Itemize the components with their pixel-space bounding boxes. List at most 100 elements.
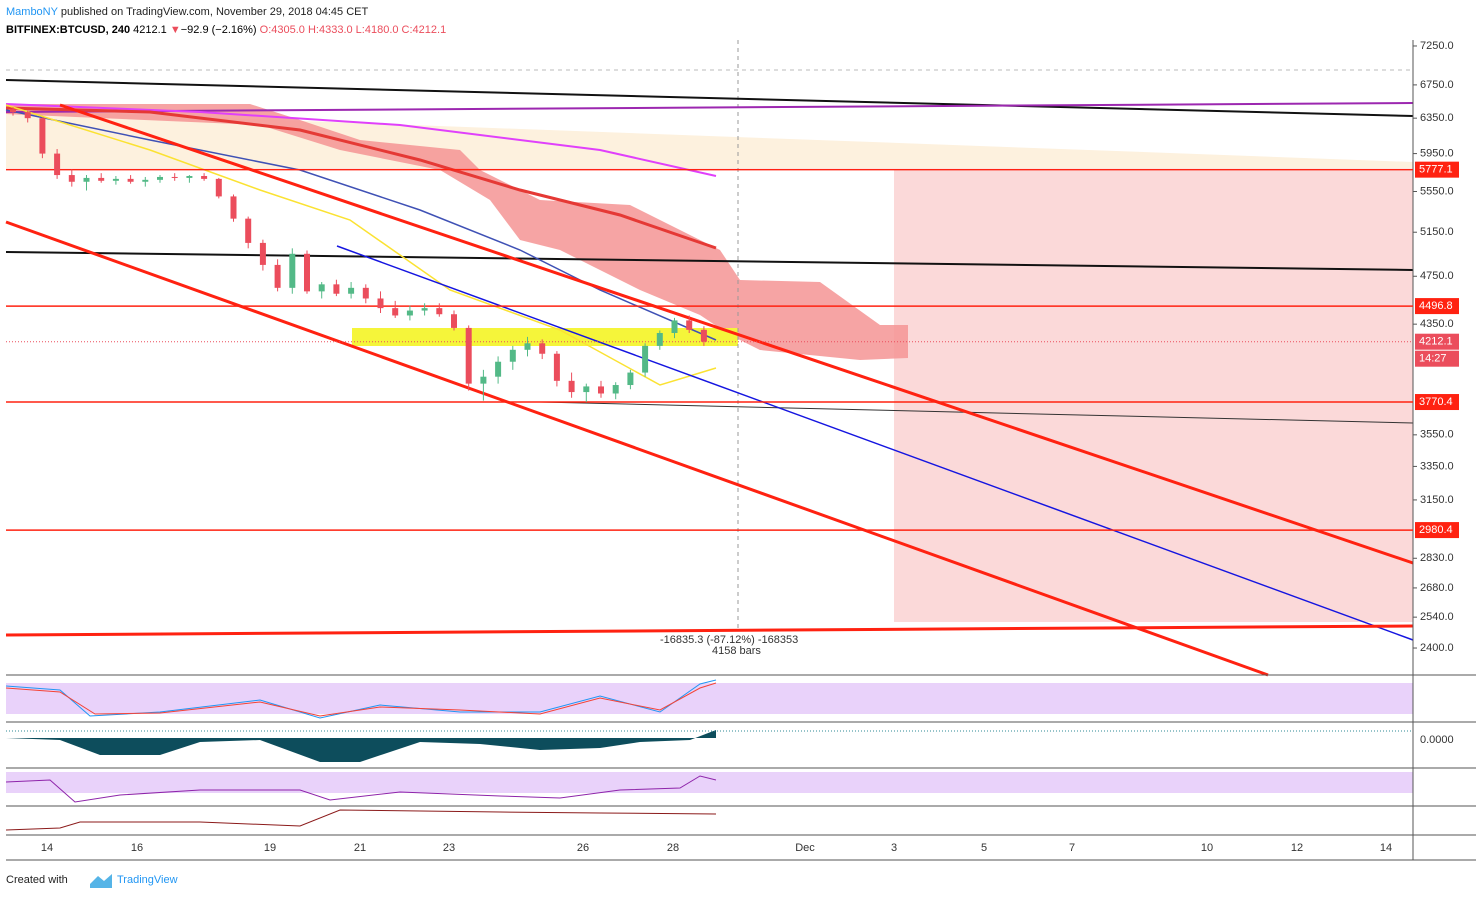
stoch — [5, 679, 717, 719]
y-tick-label: 5150.0 — [1420, 226, 1454, 238]
logo — [90, 874, 112, 888]
y-tick-label: 5950.0 — [1420, 147, 1454, 159]
x-tick-label: 5 — [981, 842, 987, 854]
countdown-bg — [1415, 350, 1459, 367]
support-zone — [352, 328, 738, 346]
candle-body — [186, 176, 193, 178]
x-tick-label: 10 — [1201, 842, 1213, 854]
channel — [59, 103, 1414, 565]
candle-body — [421, 308, 428, 311]
candle-body — [157, 176, 163, 180]
level-label-bg — [1415, 394, 1459, 411]
published: published on TradingView.com, November 2… — [61, 6, 369, 18]
y-tick-label: 2540.0 — [1420, 611, 1454, 623]
candle-body — [686, 320, 693, 330]
candle-body — [568, 380, 575, 393]
level-label: 3770.4 — [1419, 396, 1453, 408]
y-tick-label: 3350.0 — [1420, 460, 1454, 472]
x-tick-label: 16 — [131, 842, 143, 854]
x-tick-label: 14 — [41, 842, 53, 854]
x-tick-label: 3 — [891, 842, 897, 854]
candle-body — [24, 112, 31, 119]
candle-body — [274, 264, 281, 288]
level-label-bg — [1415, 522, 1459, 539]
candle-body — [700, 329, 707, 342]
trendline — [539, 401, 1414, 424]
candle-body — [642, 345, 649, 373]
osc — [5, 809, 717, 831]
y-tick-label: 6750.0 — [1420, 79, 1454, 91]
channel — [5, 220, 1269, 677]
price-label: 4212.1 — [1419, 336, 1453, 348]
candle-body — [495, 361, 502, 377]
ma — [5, 106, 717, 250]
candle-body — [98, 177, 105, 181]
measure: -16835.3 (-87.12%) -168353 — [660, 634, 798, 646]
candle-body — [392, 308, 399, 316]
change: −92.9 (−2.16%) — [181, 24, 257, 36]
candle-body — [304, 253, 310, 292]
candle-body — [656, 332, 663, 346]
candle-body — [230, 196, 237, 219]
candle-body — [54, 153, 61, 176]
stoch — [5, 682, 717, 717]
ma — [5, 103, 717, 177]
candle-body — [436, 308, 443, 315]
candle-body — [171, 176, 178, 178]
ma — [5, 109, 717, 341]
trendline — [5, 79, 1414, 117]
y-tick-label: 3150.0 — [1420, 494, 1454, 506]
level-label-bg — [1415, 161, 1459, 178]
candle-body — [289, 253, 296, 288]
candle-body — [142, 179, 149, 182]
x-tick-label: 14 — [1380, 842, 1392, 854]
y-tick-label: 2830.0 — [1420, 552, 1454, 564]
candle-body — [83, 177, 90, 182]
y-tick-label: 4750.0 — [1420, 270, 1454, 282]
candle-body — [127, 178, 134, 182]
level-label: 2980.4 — [1419, 524, 1453, 536]
candle-body — [480, 376, 487, 384]
candle-body — [612, 385, 619, 394]
symbol: BITFINEX:BTCUSD, 240 — [6, 24, 130, 36]
level-label: 5777.1 — [1419, 164, 1453, 176]
arrow: ▼ — [170, 24, 181, 36]
candle-body — [406, 310, 413, 316]
candle-body — [201, 176, 208, 179]
price-label-bg — [1415, 333, 1459, 350]
macd-hist — [6, 730, 716, 762]
y-tick-label: 7250.0 — [1420, 40, 1454, 52]
author[interactable]: MamboNY — [6, 6, 59, 18]
trendline — [5, 102, 1414, 113]
x-tick-label: 23 — [443, 842, 455, 854]
x-tick-label: 28 — [667, 842, 679, 854]
y-tick-label: 3550.0 — [1420, 429, 1454, 441]
x-tick-label: 21 — [354, 842, 366, 854]
rsi-band — [6, 683, 1413, 714]
candle-body — [318, 284, 325, 292]
header: MamboNY published on TradingView.com, No… — [6, 6, 368, 18]
y-tick-label: 4350.0 — [1420, 318, 1454, 330]
ma — [5, 104, 717, 386]
candle-body — [598, 386, 604, 394]
candle-body — [465, 327, 472, 384]
candle-body — [539, 343, 546, 354]
ohlc: O:4305.0 H:4333.0 L:4180.0 C:4212.1 — [260, 24, 447, 36]
candle-body — [10, 109, 16, 113]
trendline — [336, 245, 1414, 641]
candle-body — [671, 320, 678, 333]
footer-brand[interactable]: TradingView — [117, 874, 178, 886]
y-tick-label: 5550.0 — [1420, 185, 1454, 197]
trendline — [5, 624, 1414, 637]
level-label: 4496.8 — [1419, 300, 1453, 312]
osc — [5, 775, 717, 803]
target-zone — [894, 170, 1413, 622]
candle-body — [333, 284, 340, 294]
x-tick-label: 12 — [1291, 842, 1303, 854]
y-tick-label: 2680.0 — [1420, 582, 1454, 594]
cloud — [6, 104, 908, 360]
candle-body — [509, 349, 516, 362]
drawings — [5, 40, 1476, 888]
measure-bars: 4158 bars — [712, 645, 761, 657]
